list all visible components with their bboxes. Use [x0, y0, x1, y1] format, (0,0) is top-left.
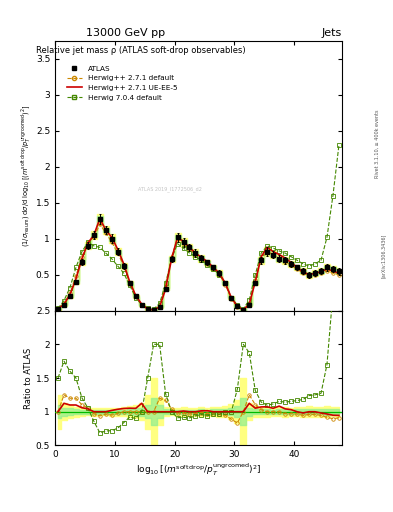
Text: Rivet 3.1.10, ≥ 400k events: Rivet 3.1.10, ≥ 400k events: [375, 109, 380, 178]
Y-axis label: $(1/\sigma_\mathrm{resum})$ d$\sigma$/d $\log_{10}[(m^\mathrm{soft\,drop}/p_T^\m: $(1/\sigma_\mathrm{resum})$ d$\sigma$/d …: [20, 104, 33, 247]
X-axis label: $\log_{10}[(m^\mathrm{soft\,drop}/p_T^\mathrm{ungroomed})^2]$: $\log_{10}[(m^\mathrm{soft\,drop}/p_T^\m…: [136, 462, 261, 478]
Text: ATLAS 2019_I1772506_d2: ATLAS 2019_I1772506_d2: [138, 186, 202, 192]
Text: Jets: Jets: [321, 28, 342, 38]
Text: Relative jet mass ρ (ATLAS soft-drop observables): Relative jet mass ρ (ATLAS soft-drop obs…: [36, 47, 246, 55]
Text: 13000 GeV pp: 13000 GeV pp: [86, 28, 165, 38]
Y-axis label: Ratio to ATLAS: Ratio to ATLAS: [24, 348, 33, 409]
Legend: ATLAS, Herwig++ 2.7.1 default, Herwig++ 2.7.1 UE-EE-5, Herwig 7.0.4 default: ATLAS, Herwig++ 2.7.1 default, Herwig++ …: [64, 63, 180, 103]
Text: [arXiv:1306.3436]: [arXiv:1306.3436]: [381, 234, 386, 278]
